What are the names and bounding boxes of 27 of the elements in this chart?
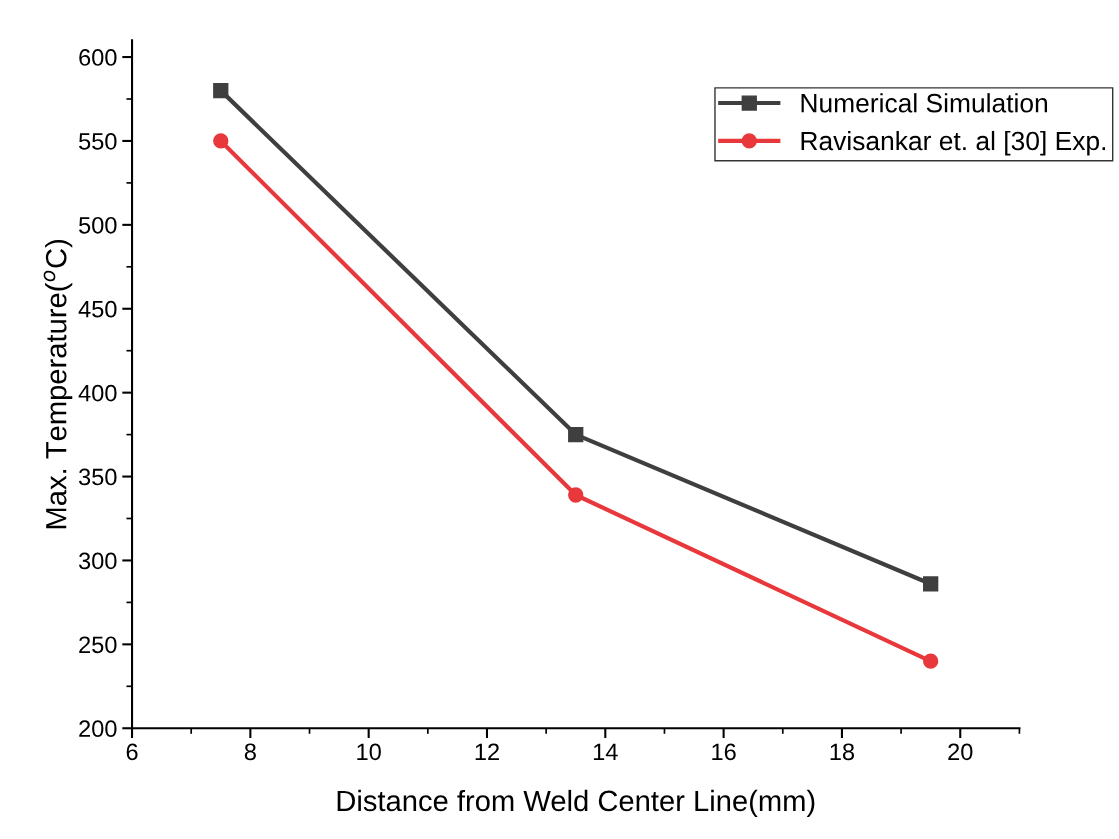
point xyxy=(568,487,584,503)
x-tick-label: 12 xyxy=(475,743,499,760)
x-tick-label: 16 xyxy=(712,743,736,761)
point xyxy=(213,133,229,149)
x-tick-label: 14 xyxy=(593,743,618,760)
y-tick-label: 200 xyxy=(79,720,117,738)
x-tick-label: 20 xyxy=(948,743,973,761)
point xyxy=(568,426,584,443)
y-tick-label: 550 xyxy=(79,133,117,150)
y-tick-label: 500 xyxy=(79,216,117,234)
x-tick-label: 6 xyxy=(126,743,138,761)
x-axis-title: Distance from Weld Center Line(mm) xyxy=(337,789,815,818)
y-tick-label: 600 xyxy=(79,49,117,66)
point xyxy=(923,576,939,592)
y-axis-title: Max. Temperature($^{o}$C) xyxy=(43,240,73,529)
legend-label: Ravisankar et. al [30] Exp. xyxy=(801,130,1106,156)
y-tick-label: 450 xyxy=(78,300,117,318)
x-tick-label: 18 xyxy=(830,743,855,761)
point xyxy=(213,82,229,99)
y-tick-label: 300 xyxy=(78,552,117,570)
y-tick-label: 250 xyxy=(79,636,117,654)
y-tick-label: 400 xyxy=(78,384,117,402)
point xyxy=(923,653,939,669)
legend-label: Numerical Simulation xyxy=(801,93,1048,113)
y-tick-label: 350 xyxy=(78,468,117,486)
x-tick-label: 10 xyxy=(357,743,381,761)
x-tick-label: 8 xyxy=(244,743,256,761)
